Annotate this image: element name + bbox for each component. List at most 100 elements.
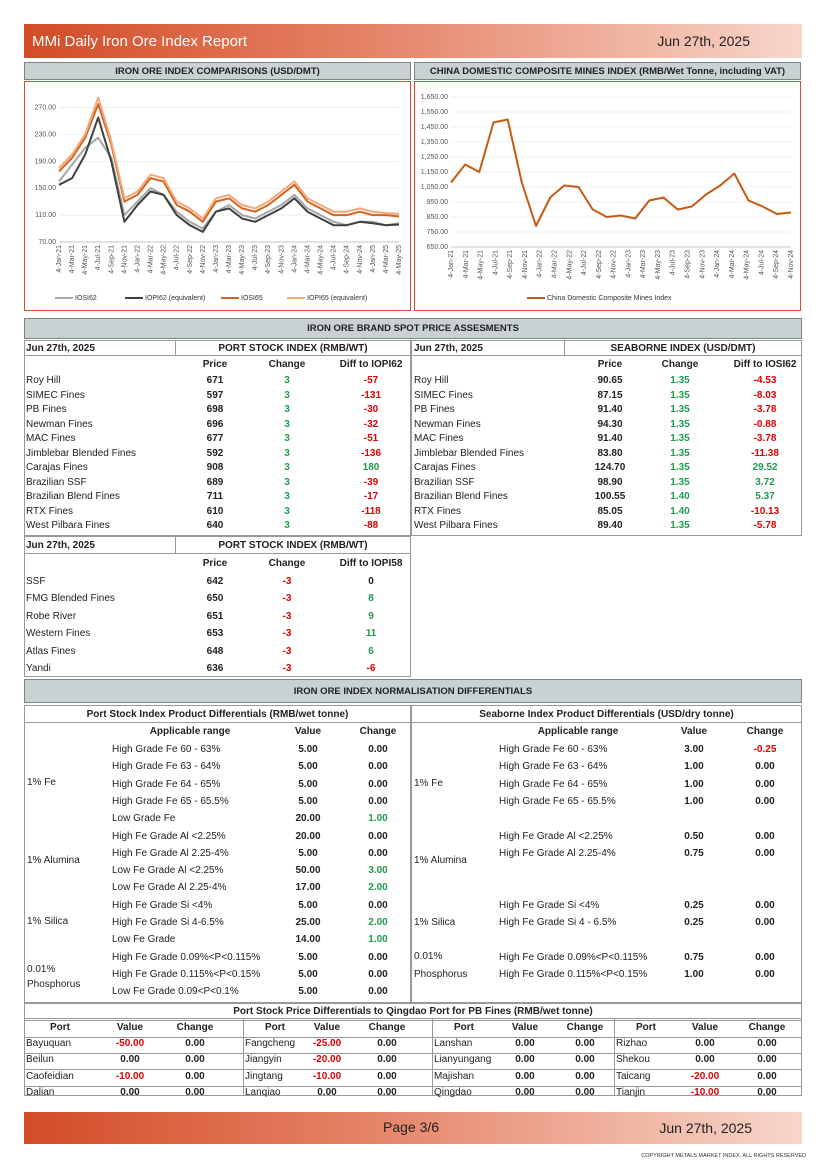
legend-label: China Domestic Composite Mines Index [547,295,672,302]
seaborne-name: Newman Fines [414,418,481,430]
col-divider [614,1018,615,1096]
x-tick-label: 4-Jul-21 [95,245,102,270]
qingdao-change: 0.00 [377,1038,397,1049]
port-stock58-price: 651 [206,610,224,622]
norm-sea-range: High Grade Fe 63 - 64% [499,761,608,773]
qingdao-value: -25.00 [312,1038,342,1049]
norm-port-col: Change [359,726,397,737]
norm-sea-table [411,705,802,1003]
y-tick-label: 270.00 [35,104,57,111]
seaborne-diff: 29.52 [752,462,778,473]
iron-ore-comparison-chart: 270.00230.00190.00150.00110.0070.004-Jan… [35,96,403,275]
seaborne-price: 91.40 [597,433,623,444]
port-stock58-diff: 11 [365,628,377,640]
seaborne-diff: 3.72 [755,476,775,488]
port-stock-price: 610 [206,505,224,517]
port-stock58-diff: 0 [368,576,374,587]
qingdao-change: 0.00 [185,1070,205,1082]
legend-swatch [55,297,73,300]
x-tick-label: 4-Mar-25 [383,245,390,274]
chart-right-title: CHINA DOMESTIC COMPOSITE MINES INDEX (RM… [414,62,801,80]
port-stock58-date: Jun 27th, 2025 [26,540,95,551]
seaborne-price: 83.80 [597,447,623,459]
qingdao-col-value: Value [313,1022,341,1033]
port-stock-name: Brazilian Blend Fines [26,491,120,502]
norm-sea-title: Seaborne Index Product Differentials (US… [479,709,734,720]
row-divider [24,355,411,356]
norm-port-change: 2.00 [368,917,388,928]
y-tick-label: 1,450.00 [421,124,448,131]
port-stock-name: PB Fines [26,404,67,415]
qingdao-change: 0.00 [575,1038,595,1049]
y-tick-label: 70.00 [38,239,56,246]
seaborne-col: Diff to IOSI62 [733,359,797,370]
port-stock-change: 3 [284,389,290,401]
x-tick-label: 4-Jan-22 [134,245,141,273]
norm-title: IRON ORE INDEX NORMALISATION DIFFERENTIA… [24,679,802,703]
port-stock58-change: -3 [282,645,292,657]
norm-port-change: 0.00 [368,899,388,911]
legend-swatch [221,297,239,300]
port-stock58-change: -3 [282,628,292,640]
y-tick-label: 1,250.00 [421,154,448,161]
x-tick-label: 4-Mar-23 [640,250,647,279]
port-stock-name: West Pilbara Fines [26,520,110,531]
y-tick-label: 650.00 [427,244,449,251]
x-tick-label: 4-May-24 [744,250,751,280]
port-stock-diff: -136 [360,447,381,459]
norm-port-change: 0.00 [368,778,388,790]
col-divider [243,1018,244,1096]
port-stock-price: 677 [206,433,224,444]
norm-port-change: 0.00 [368,968,388,980]
norm-sea-value: 1.00 [684,795,704,807]
port-stock-change: 3 [284,433,290,444]
port-stock58-table [24,536,411,677]
y-tick-label: 190.00 [35,158,57,165]
legend-item: IOPI65 (equivalent) [287,295,367,302]
x-tick-label: 4-Jan-22 [537,250,544,278]
port-stock-change: 3 [284,418,290,430]
legend-item: IOSI65 [221,295,263,302]
x-tick-label: 4-Nov-24 [788,250,795,279]
norm-sea-range: High Fe Grade 0.115%<P<0.15% [499,968,648,980]
legend-swatch [125,297,143,300]
qingdao-value: -10.00 [115,1070,145,1082]
norm-sea-group: 1% Silica [414,917,456,928]
seaborne-change: 1.35 [670,476,690,488]
legend-swatch [527,297,545,300]
norm-port-range: High Fe Grade 0.09%<P<0.115% [112,951,261,963]
seaborne-change: 1.35 [670,418,690,430]
norm-port-range: High Fe Grade Si 4-6.5% [112,917,224,928]
norm-port-change: 1.00 [368,813,388,825]
port-stock-name: Brazilian SSF [26,476,87,488]
norm-port-value: 5.00 [298,761,318,773]
legend-item: China Domestic Composite Mines Index [527,295,672,302]
qingdao-value: 0.00 [515,1054,535,1066]
qingdao-port: Dalian [26,1086,55,1098]
qingdao-change: 0.00 [377,1070,397,1082]
port-stock-price: 689 [206,476,224,488]
legend-item: IOPI62 (equivalent) [125,295,205,302]
col-divider [175,340,176,356]
seaborne-diff: -0.88 [753,418,777,430]
port-stock-name: SIMEC Fines [26,389,85,401]
row-divider [24,1069,802,1070]
norm-port-change: 0.00 [368,847,388,859]
port-stock58-diff: 6 [368,645,374,657]
port-stock-date: Jun 27th, 2025 [26,343,95,354]
qingdao-value: 0.00 [120,1054,140,1066]
x-tick-label: 4-May-23 [655,250,662,280]
port-stock-diff: -88 [363,520,379,531]
legend-label: IOPI65 (equivalent) [307,295,368,302]
qingdao-value: 0.00 [317,1086,337,1098]
x-tick-label: 4-Mar-24 [304,245,311,274]
port-stock58-diff: 9 [368,610,374,622]
port-stock-change: 3 [284,462,290,473]
x-tick-label: 4-May-21 [478,250,485,280]
norm-sea-change: 0.00 [755,847,775,859]
norm-sea-range: High Fe Grade Al 2.25-4% [499,847,616,859]
y-tick-label: 1,050.00 [421,184,448,191]
x-tick-label: 4-Sep-21 [108,245,115,274]
x-tick-label: 4-Jul-24 [331,245,338,270]
china-domestic-chart: 1,650.00 1,550.00 1,450.00 1,350.00 1,250.00… [421,94,795,280]
